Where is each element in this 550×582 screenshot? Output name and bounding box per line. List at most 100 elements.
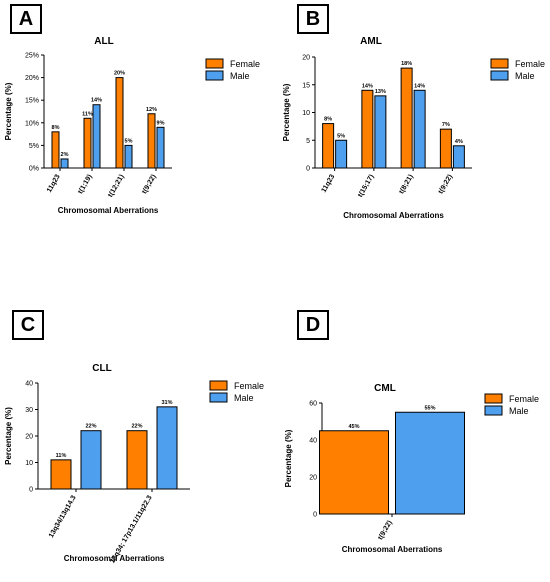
bar-value-label: 31% — [161, 400, 172, 406]
bar-value-label: 8% — [52, 125, 60, 131]
bar-value-label: 12% — [146, 107, 157, 113]
bar-male-0 — [80, 430, 102, 490]
bar-value-label: 18% — [401, 61, 412, 67]
legend-label-female: Female — [515, 59, 545, 69]
y-axis-label: Percentage (%) — [282, 83, 291, 141]
bar-value-label: 14% — [362, 83, 373, 89]
legend-label-male: Male — [234, 393, 254, 403]
y-tick-label: 0% — [29, 166, 39, 173]
legend-label-male: Male — [230, 71, 250, 81]
legend-label-male: Male — [509, 406, 529, 416]
bar-female-0 — [51, 131, 60, 169]
x-tick-label: t(8;21) — [398, 174, 415, 196]
bar-male-3 — [156, 126, 165, 169]
bar-male-1 — [92, 104, 101, 169]
y-tick-label: 10 — [25, 460, 33, 467]
x-tick-label: t(12;21) — [107, 174, 126, 199]
y-tick-label: 10% — [25, 120, 39, 127]
legend-swatch-male — [209, 392, 228, 403]
y-tick-label: 0 — [306, 166, 310, 173]
x-tick-label: t(9;22) — [141, 174, 158, 196]
x-tick-label: t(9;22) — [377, 520, 394, 542]
legend-swatch-female — [490, 58, 509, 69]
bar-female-0 — [322, 123, 335, 169]
bar-value-label: 20% — [114, 71, 125, 77]
y-tick-label: 30 — [25, 407, 33, 414]
legend-label-female: Female — [509, 394, 539, 404]
y-tick-label: 20% — [25, 75, 39, 82]
y-tick-label: 40 — [25, 381, 33, 388]
bar-female-0 — [50, 459, 72, 490]
x-tick-label: 11q23 — [46, 173, 62, 193]
y-tick-label: 10 — [302, 110, 310, 117]
y-tick-label: 15% — [25, 98, 39, 105]
bar-value-label: 14% — [91, 98, 102, 104]
y-tick-label: 0 — [29, 487, 33, 494]
y-axis-label: Percentage (%) — [4, 407, 13, 465]
legend-swatch-male — [490, 70, 509, 81]
bar-female-0 — [319, 430, 389, 515]
bar-male-1 — [156, 406, 178, 490]
y-tick-label: 40 — [309, 438, 317, 445]
bar-value-label: 14% — [414, 83, 425, 89]
x-axis-label: Chromosomal Aberrations — [58, 206, 159, 215]
bar-value-label: 8% — [324, 117, 332, 123]
legend-swatch-male — [484, 405, 503, 416]
y-tick-label: 20 — [25, 434, 33, 441]
bar-value-label: 5% — [125, 138, 133, 144]
x-tick-label: 11q23 — [321, 173, 337, 193]
legend-label-female: Female — [234, 381, 264, 391]
bar-female-3 — [439, 128, 452, 169]
bar-value-label: 55% — [424, 405, 435, 411]
bar-female-3 — [147, 113, 156, 169]
bar-female-2 — [115, 77, 124, 169]
chart-all: ALL 0% 5% 10% 15% 20% 25% Percentage (%) 8% 2% 11q… — [4, 36, 260, 215]
y-axis-label: Percentage (%) — [4, 82, 13, 140]
chart-title: ALL — [94, 36, 113, 47]
y-axis-label: Percentage (%) — [284, 429, 293, 487]
x-tick-label: t(15;17) — [357, 174, 376, 199]
legend-label-female: Female — [230, 59, 260, 69]
bar-female-2 — [400, 67, 413, 169]
panel-label: A — [10, 4, 42, 34]
chart-title: CLL — [92, 363, 111, 374]
bar-value-label: 5% — [337, 133, 345, 139]
y-tick-label: 20 — [309, 475, 317, 482]
panel-b: B AML 0 5 10 15 20 Percentage (%) 8% 5% 11q23 14% 1… — [275, 0, 550, 290]
bar-male-3 — [452, 145, 465, 169]
chart-title: CML — [374, 383, 396, 394]
bar-male-0 — [60, 158, 69, 169]
x-axis-label: Chromosomal Aberrations — [342, 545, 443, 554]
x-axis-label: Chromosomal Aberrations — [343, 211, 444, 220]
x-tick-label: 13q34/13q14.3 — [48, 494, 78, 539]
panel-label: D — [297, 310, 329, 340]
y-tick-label: 5% — [29, 143, 39, 150]
bar-male-0 — [395, 411, 465, 515]
bar-value-label: 22% — [85, 424, 96, 430]
legend-swatch-female — [209, 380, 228, 391]
chart-cll: CLL 0 10 20 30 40 Percentage (%) 11% 22% 13q34/13… — [4, 363, 264, 565]
bar-value-label: 4% — [455, 139, 463, 145]
bar-female-1 — [126, 430, 148, 490]
x-tick-label: t(1;19) — [77, 174, 94, 196]
x-axis-label: Chromosomal Aberrations — [64, 554, 165, 563]
bar-male-2 — [124, 144, 133, 169]
bar-value-label: 45% — [348, 424, 359, 430]
bar-value-label: 2% — [61, 152, 69, 158]
bar-value-label: 13% — [375, 89, 386, 95]
y-tick-label: 25% — [25, 53, 39, 60]
bar-value-label: 22% — [131, 424, 142, 430]
bar-male-0 — [335, 139, 348, 169]
panel-a: A ALL 0% 5% 10% 15% 20% 25% Percentage (%) 8% 2% 1… — [0, 0, 275, 290]
legend-swatch-male — [205, 70, 224, 81]
bar-value-label: 9% — [157, 120, 165, 126]
panel-label: B — [297, 4, 329, 34]
x-tick-label: t(9;22) — [438, 174, 455, 196]
panel-label: C — [12, 310, 44, 340]
bar-value-label: 11% — [82, 111, 93, 117]
bar-value-label: 7% — [442, 122, 450, 128]
chart-cml: CML 0 20 40 60 Percentage (%) 45% 55% t(9;22) Chr… — [284, 383, 539, 554]
bar-male-2 — [413, 89, 426, 169]
bar-female-1 — [83, 117, 92, 169]
